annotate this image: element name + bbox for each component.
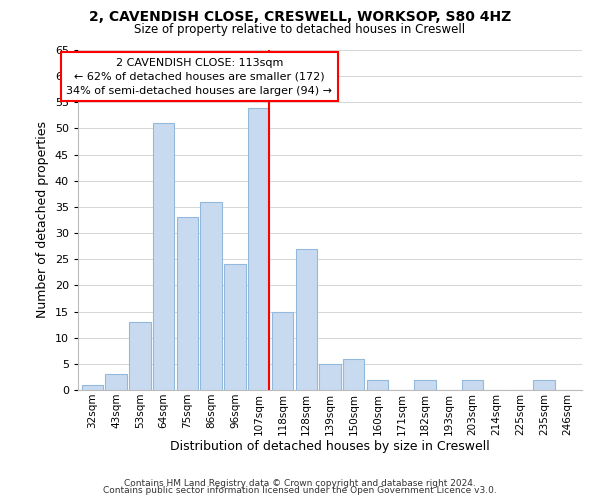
Text: Contains HM Land Registry data © Crown copyright and database right 2024.: Contains HM Land Registry data © Crown c… [124,478,476,488]
Bar [343,358,364,390]
Bar [248,108,269,390]
Bar [106,374,127,390]
Bar [462,380,484,390]
Text: 2, CAVENDISH CLOSE, CRESWELL, WORKSOP, S80 4HZ: 2, CAVENDISH CLOSE, CRESWELL, WORKSOP, S… [89,10,511,24]
Y-axis label: Number of detached properties: Number of detached properties [36,122,49,318]
Text: Contains public sector information licensed under the Open Government Licence v3: Contains public sector information licen… [103,486,497,495]
Text: 2 CAVENDISH CLOSE: 113sqm
← 62% of detached houses are smaller (172)
34% of semi: 2 CAVENDISH CLOSE: 113sqm ← 62% of detac… [66,58,332,96]
Bar [296,249,317,390]
X-axis label: Distribution of detached houses by size in Creswell: Distribution of detached houses by size … [170,440,490,454]
Bar [153,123,174,390]
Bar [319,364,341,390]
Bar [533,380,554,390]
Bar [272,312,293,390]
Bar [200,202,222,390]
Bar [367,380,388,390]
Bar [224,264,245,390]
Bar [82,385,103,390]
Bar [415,380,436,390]
Bar [129,322,151,390]
Text: Size of property relative to detached houses in Creswell: Size of property relative to detached ho… [134,22,466,36]
Bar [176,218,198,390]
